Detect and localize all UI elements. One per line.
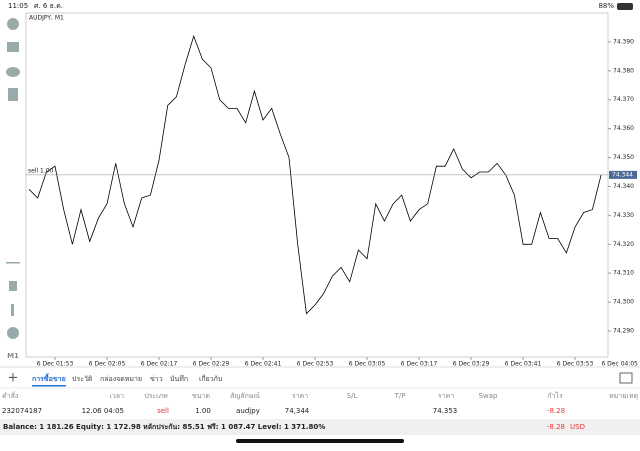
sell-line-label: sell 1.00	[28, 167, 54, 174]
column-header: S/L	[347, 392, 358, 400]
chat-icon[interactable]	[6, 67, 20, 77]
footer-currency: USD	[570, 423, 585, 431]
y-tick-label: 74.300	[613, 299, 634, 306]
x-tick-label: 6 Dec 01:53	[37, 361, 74, 368]
column-header: สัญลักษณ์	[230, 392, 260, 400]
timeframe[interactable]: M1	[7, 352, 19, 360]
tab[interactable]: บันทึก	[170, 374, 188, 383]
x-tick-label: 6 Dec 03:53	[557, 361, 594, 368]
y-tick-label: 74.290	[613, 327, 634, 334]
table-cell: 74,344	[285, 407, 310, 415]
y-tick-label: 74.320	[613, 241, 634, 248]
table-cell: audjpy	[236, 407, 260, 415]
y-tick-label: 74.370	[613, 96, 634, 103]
footer-bg	[0, 419, 640, 435]
column-header: คำสั่ง	[2, 391, 18, 400]
y-tick-label: 74.310	[613, 270, 634, 277]
table-cell: 74.353	[433, 407, 458, 415]
table-cell: 232074187	[2, 407, 42, 415]
trade-icon[interactable]	[7, 42, 19, 52]
table-cell: 1.00	[195, 407, 211, 415]
x-tick-label: 6 Dec 02:05	[89, 361, 126, 368]
tab[interactable]: เกี่ยวกับ	[199, 374, 222, 383]
status-battery: 88%	[598, 2, 614, 10]
table-cell: -8.28	[547, 407, 565, 415]
x-tick-label: 6 Dec 03:29	[453, 361, 490, 368]
column-header: Swap	[479, 392, 498, 400]
account-icon[interactable]	[7, 18, 19, 30]
y-tick-label: 74.390	[613, 38, 634, 45]
table-cell: 12.06 04:05	[82, 407, 124, 415]
y-tick-label: 74.350	[613, 154, 634, 161]
tab[interactable]: การซื้อขาย	[32, 372, 66, 383]
y-tick-label: 74.340	[613, 183, 634, 190]
x-tick-label: 6 Dec 03:17	[401, 361, 438, 368]
column-header: ราคา	[292, 392, 308, 400]
function-icon[interactable]	[11, 304, 14, 316]
price-tag	[609, 170, 637, 179]
table-cell: sell	[157, 407, 169, 415]
x-tick-label: 6 Dec 02:53	[297, 361, 334, 368]
price-tag-label: 74.344	[612, 171, 633, 178]
y-tick-label: 74.380	[613, 67, 634, 74]
column-header: ขนาด	[192, 392, 210, 400]
tab[interactable]: ข่าว	[150, 375, 163, 383]
status-date: ศ. 6 ธ.ค.	[34, 2, 63, 10]
column-header: หมายเหตุ	[609, 392, 638, 400]
new-order-icon[interactable]	[8, 88, 18, 101]
column-header: T/P	[394, 392, 406, 400]
tab[interactable]: ประวัติ	[72, 375, 93, 383]
column-header: กำไร	[547, 391, 563, 400]
status-time: 11:05	[8, 2, 28, 10]
objects-icon[interactable]	[7, 327, 19, 339]
tab-underline	[32, 385, 66, 387]
x-tick-label: 6 Dec 03:41	[505, 361, 542, 368]
x-tick-label: 6 Dec 02:17	[141, 361, 178, 368]
chart-title: AUDJPY, M1	[29, 15, 64, 22]
x-tick-label: 6 Dec 04:05	[601, 361, 638, 368]
tab[interactable]: กล่องจดหมาย	[100, 375, 142, 383]
column-header: เวลา	[109, 392, 124, 400]
column-header: ประเภท	[144, 392, 168, 400]
footer-profit: -8.28	[547, 423, 565, 431]
y-tick-label: 74.330	[613, 212, 634, 219]
panel-icon[interactable]	[619, 372, 633, 384]
account-summary: Balance: 1 181.26 Equity: 1 172.98 หลักป…	[3, 423, 325, 431]
y-tick-label: 74.360	[613, 125, 634, 132]
battery-icon	[617, 3, 633, 10]
crosshair-icon[interactable]	[6, 262, 20, 264]
toolbar	[6, 18, 20, 339]
add-button[interactable]: +	[8, 371, 19, 386]
x-tick-label: 6 Dec 02:29	[193, 361, 230, 368]
x-tick-label: 6 Dec 03:05	[349, 361, 386, 368]
x-tick-label: 6 Dec 02:41	[245, 361, 282, 368]
home-indicator	[236, 439, 404, 443]
indicator-icon[interactable]	[9, 281, 17, 291]
column-header: ราคา	[438, 392, 454, 400]
plot-frame	[25, 12, 609, 358]
